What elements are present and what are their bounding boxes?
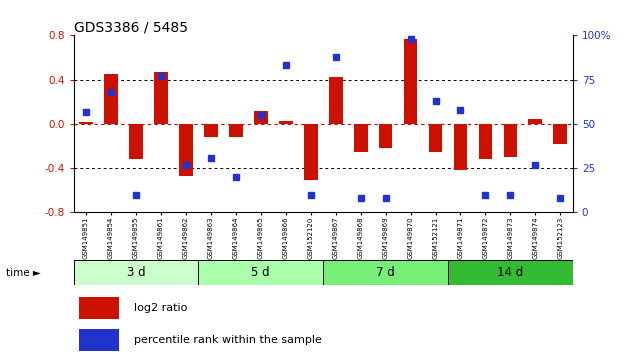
Text: time ►: time ► — [6, 268, 41, 278]
Bar — [229, 124, 243, 137]
Bar — [79, 297, 118, 319]
Bar — [104, 74, 118, 124]
Bar — [304, 124, 317, 180]
Bar — [329, 78, 342, 124]
Bar — [74, 260, 198, 285]
Bar — [479, 124, 492, 159]
Bar — [129, 124, 143, 159]
Bar — [79, 329, 118, 351]
Text: 14 d: 14 d — [497, 266, 524, 279]
Text: 7 d: 7 d — [376, 266, 395, 279]
Bar — [254, 110, 268, 124]
Bar — [198, 260, 323, 285]
Bar — [204, 124, 218, 137]
Bar — [79, 122, 93, 124]
Bar — [404, 39, 417, 124]
Text: percentile rank within the sample: percentile rank within the sample — [134, 335, 321, 345]
Bar — [454, 124, 467, 170]
Bar — [554, 124, 567, 144]
Bar — [279, 121, 292, 124]
Text: 3 d: 3 d — [127, 266, 145, 279]
Bar — [504, 124, 517, 157]
Text: GDS3386 / 5485: GDS3386 / 5485 — [74, 20, 188, 34]
Bar — [529, 119, 542, 124]
Bar — [354, 124, 367, 152]
Text: log2 ratio: log2 ratio — [134, 303, 187, 313]
Text: 5 d: 5 d — [252, 266, 270, 279]
Bar — [379, 124, 392, 148]
Bar — [323, 260, 448, 285]
Bar — [179, 124, 193, 176]
Bar — [154, 72, 168, 124]
Bar — [448, 260, 573, 285]
Bar — [429, 124, 442, 152]
